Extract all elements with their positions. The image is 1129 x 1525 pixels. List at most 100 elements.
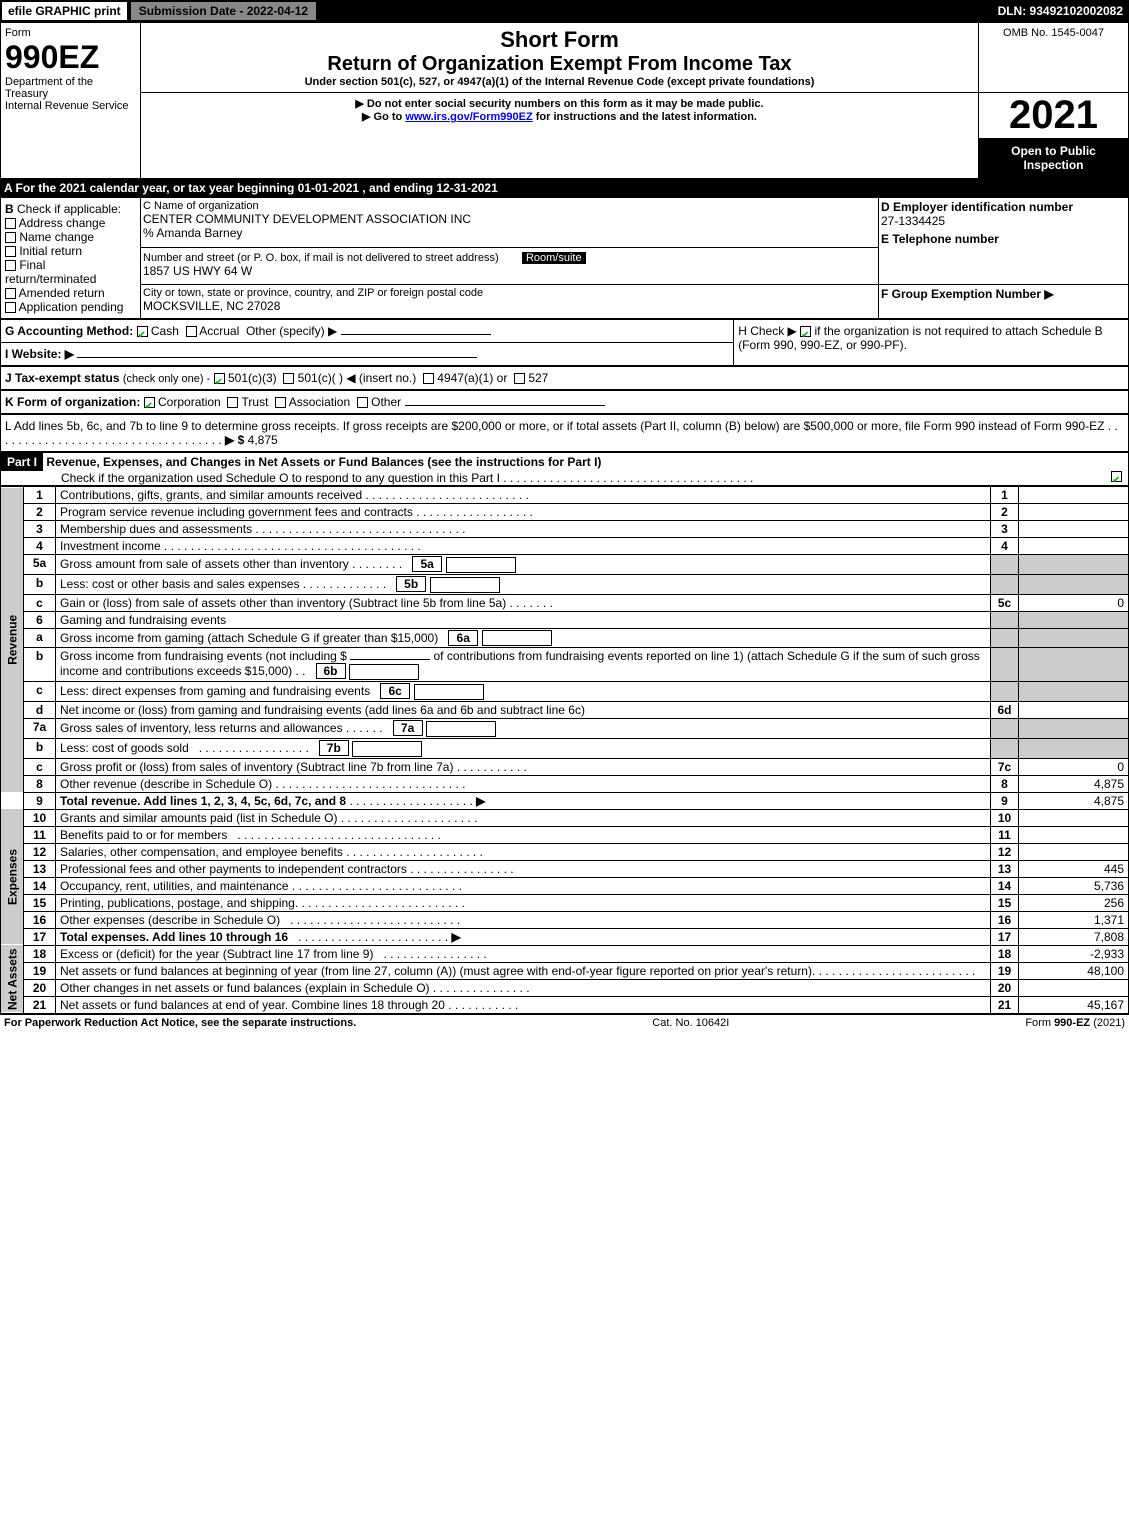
- line-6b-amount-input[interactable]: [350, 659, 430, 660]
- line-7a-inner: 7a: [393, 720, 423, 736]
- line-5b-box: [991, 574, 1019, 594]
- f-cell: F Group Exemption Number ▶: [879, 284, 1129, 318]
- form-number: 990EZ: [5, 39, 136, 76]
- line-7b-no: b: [24, 738, 56, 758]
- k-other-input[interactable]: [405, 405, 605, 406]
- line-16-amount: 1,371: [1019, 911, 1129, 928]
- line-19-box: 19: [991, 962, 1019, 979]
- k-corp-checkbox[interactable]: [144, 397, 155, 408]
- lines-table: Revenue 1 Contributions, gifts, grants, …: [0, 486, 1129, 1014]
- expenses-vertical-label: Expenses: [1, 809, 24, 945]
- goto-post: for instructions and the latest informat…: [533, 111, 757, 123]
- line-6c-box: [991, 682, 1019, 702]
- line-6c-subbox[interactable]: [414, 684, 484, 700]
- line-6-box: [991, 611, 1019, 628]
- line-6b-amount: [1019, 648, 1129, 682]
- under-section: Under section 501(c), 527, or 4947(a)(1)…: [145, 76, 974, 88]
- city-cell: City or town, state or province, country…: [141, 284, 879, 318]
- revenue-end-spacer: [1, 792, 24, 809]
- line-7c-text: Gross profit or (loss) from sales of inv…: [56, 758, 991, 775]
- line-14-no: 14: [24, 877, 56, 894]
- irs-link[interactable]: www.irs.gov/Form990EZ: [405, 111, 532, 123]
- no-ssn-warning: ▶ Do not enter social security numbers o…: [145, 97, 974, 110]
- g-cash-checkbox[interactable]: [137, 326, 148, 337]
- line-20-no: 20: [24, 979, 56, 996]
- h-checkbox[interactable]: [800, 326, 811, 337]
- line-6-no: 6: [24, 611, 56, 628]
- header-left-cell: Form 990EZ Department of the Treasury In…: [1, 23, 141, 179]
- website-input[interactable]: [77, 357, 477, 358]
- line-5a-amount: [1019, 555, 1129, 575]
- line-7c-amount: 0: [1019, 758, 1129, 775]
- j-501c-checkbox[interactable]: [283, 373, 294, 384]
- line-9-no: 9: [24, 792, 56, 809]
- b-address-change[interactable]: Address change: [5, 216, 136, 230]
- k-assoc-checkbox[interactable]: [275, 397, 286, 408]
- part1-check-text: Check if the organization used Schedule …: [61, 471, 500, 485]
- line-7a-subbox[interactable]: [426, 721, 496, 737]
- org-name: CENTER COMMUNITY DEVELOPMENT ASSOCIATION…: [143, 212, 876, 226]
- b-initial-return[interactable]: Initial return: [5, 244, 136, 258]
- line-7b-subbox[interactable]: [352, 741, 422, 757]
- h-sub: (Form 990, 990-EZ, or 990-PF).: [738, 338, 1124, 352]
- g-label: G Accounting Method:: [5, 324, 133, 338]
- city-label: City or town, state or province, country…: [143, 287, 876, 299]
- j-501c-label: 501(c)( ) ◀ (insert no.): [298, 371, 417, 385]
- g-accrual-checkbox[interactable]: [186, 326, 197, 337]
- k-other-checkbox[interactable]: [357, 397, 368, 408]
- section-b-cell: B Check if applicable: Address change Na…: [1, 198, 141, 319]
- line-4-text: Investment income . . . . . . . . . . . …: [56, 538, 991, 555]
- j-501c3-checkbox[interactable]: [214, 373, 225, 384]
- line-13-text: Professional fees and other payments to …: [56, 860, 991, 877]
- f-arrow: ▶: [1044, 287, 1053, 301]
- line-5a-no: 5a: [24, 555, 56, 575]
- e-label: E Telephone number: [881, 232, 1126, 246]
- b-application-pending[interactable]: Application pending: [5, 300, 136, 314]
- line-6a-subbox[interactable]: [482, 630, 552, 646]
- city-value: MOCKSVILLE, NC 27028: [143, 299, 876, 313]
- line-6b-text: Gross income from fundraising events (no…: [56, 648, 991, 682]
- header-instructions-cell: ▶ Do not enter social security numbers o…: [141, 93, 979, 179]
- ein-value: 27-1334425: [881, 214, 1126, 228]
- line-9-arrow: ▶: [476, 794, 485, 808]
- h-pre: H Check ▶: [738, 324, 800, 338]
- line-5b-subbox[interactable]: [430, 577, 500, 593]
- line-5a-subbox[interactable]: [446, 557, 516, 573]
- line-6d-no: d: [24, 702, 56, 719]
- line-21-amount: 45,167: [1019, 996, 1129, 1013]
- g-other-input[interactable]: [341, 334, 491, 335]
- b-name-change[interactable]: Name change: [5, 230, 136, 244]
- tax-year: 2021: [979, 93, 1128, 138]
- j-label: J Tax-exempt status: [5, 371, 120, 385]
- line-5c-no: c: [24, 594, 56, 611]
- k-other-label: Other: [371, 395, 401, 409]
- room-suite-label: Room/suite: [522, 252, 586, 264]
- b-final-return[interactable]: Final return/terminated: [5, 258, 136, 286]
- line-5a-inner: 5a: [412, 556, 442, 572]
- part1-schedule-o-checkbox[interactable]: [1111, 471, 1122, 482]
- submission-date-button[interactable]: Submission Date - 2022-04-12: [129, 0, 318, 22]
- j-527-checkbox[interactable]: [514, 373, 525, 384]
- line-7a-text: Gross sales of inventory, less returns a…: [56, 719, 991, 739]
- k-assoc-label: Association: [289, 395, 350, 409]
- line-20-text: Other changes in net assets or fund bala…: [56, 979, 991, 996]
- line-6b-box: [991, 648, 1019, 682]
- line-18-amount: -2,933: [1019, 945, 1129, 962]
- netassets-vertical-label: Net Assets: [1, 945, 24, 1013]
- b-amended-return[interactable]: Amended return: [5, 286, 136, 300]
- k-trust-checkbox[interactable]: [227, 397, 238, 408]
- line-13-box: 13: [991, 860, 1019, 877]
- street-cell: Number and street (or P. O. box, if mail…: [141, 247, 879, 284]
- line-6b-subbox[interactable]: [349, 664, 419, 680]
- line-4-amount: [1019, 538, 1129, 555]
- line-5b-text: Less: cost or other basis and sales expe…: [56, 574, 991, 594]
- line-7b-text: Less: cost of goods sold . . . . . . . .…: [56, 738, 991, 758]
- dln-label: DLN: 93492102002082: [992, 4, 1129, 18]
- efile-print-button[interactable]: efile GRAPHIC print: [0, 0, 129, 22]
- line-5c-text: Gain or (loss) from sale of assets other…: [56, 594, 991, 611]
- line-17-box: 17: [991, 928, 1019, 945]
- g-other-label: Other (specify) ▶: [246, 324, 337, 338]
- line-11-amount: [1019, 826, 1129, 843]
- b-subtitle: Check if applicable:: [17, 202, 121, 216]
- j-4947-checkbox[interactable]: [423, 373, 434, 384]
